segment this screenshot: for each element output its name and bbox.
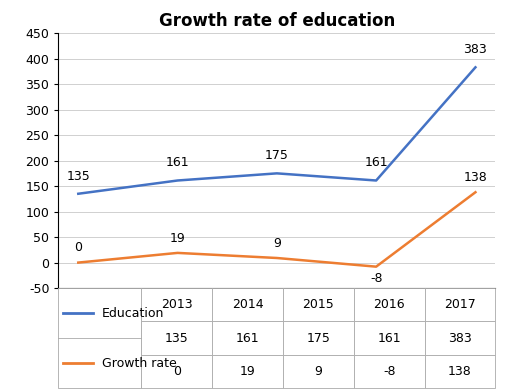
Text: 19: 19 bbox=[170, 232, 185, 245]
Text: -8: -8 bbox=[370, 272, 383, 285]
Text: 135: 135 bbox=[67, 170, 90, 183]
Text: 138: 138 bbox=[464, 171, 487, 184]
Text: Growth rate: Growth rate bbox=[102, 356, 177, 370]
Text: 383: 383 bbox=[464, 43, 487, 56]
Text: 0: 0 bbox=[74, 241, 82, 254]
Title: Growth rate of education: Growth rate of education bbox=[158, 12, 395, 30]
Text: Education: Education bbox=[102, 307, 165, 319]
Text: 9: 9 bbox=[273, 237, 281, 250]
Text: 161: 161 bbox=[166, 156, 189, 169]
FancyBboxPatch shape bbox=[58, 288, 141, 388]
Text: 161: 161 bbox=[364, 156, 388, 169]
Text: 175: 175 bbox=[265, 149, 289, 162]
